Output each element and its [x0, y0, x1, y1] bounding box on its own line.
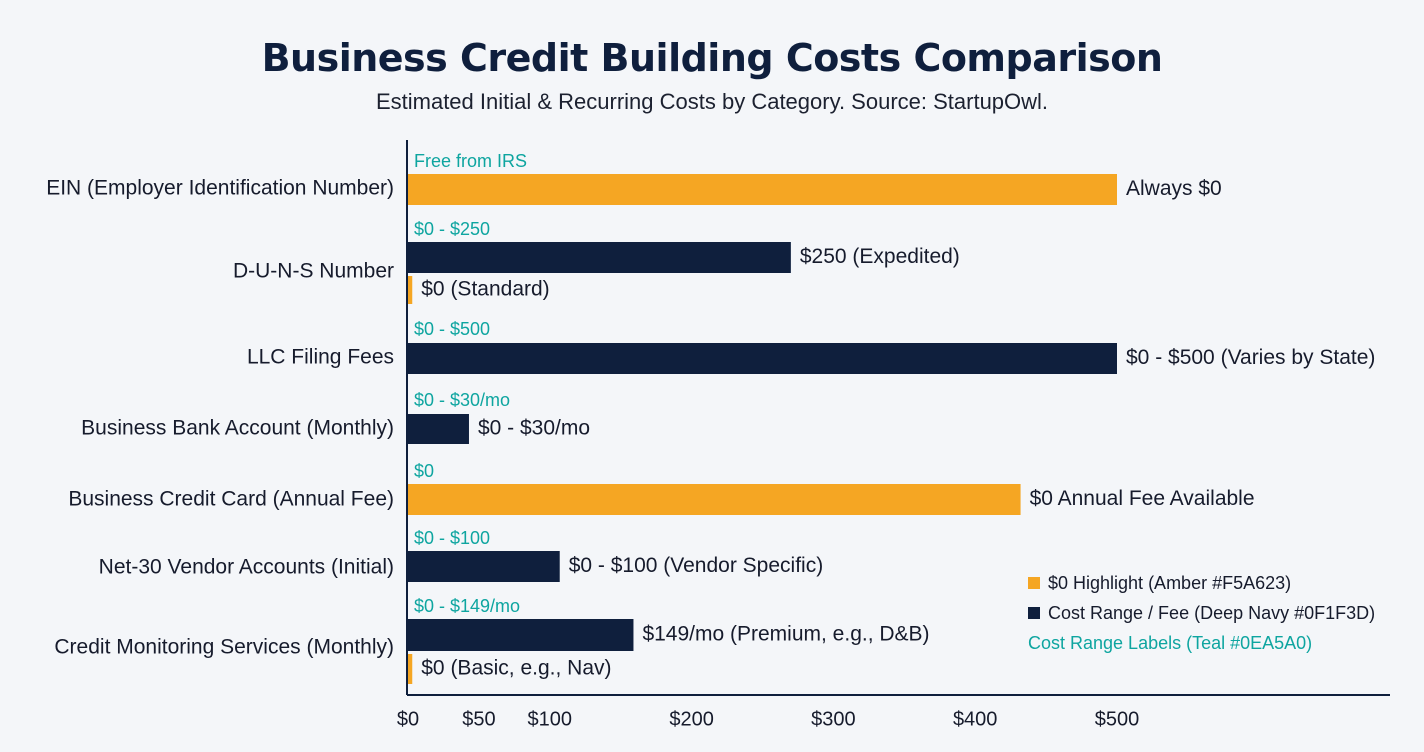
- legend-swatch: [1028, 607, 1040, 619]
- legend-label: Cost Range / Fee (Deep Navy #0F1F3D): [1048, 602, 1376, 623]
- x-tick-label: $50: [462, 708, 495, 730]
- category-label: EIN (Employer Identification Number): [46, 177, 394, 200]
- category-label: Business Bank Account (Monthly): [81, 417, 394, 440]
- range-label: Free from IRS: [414, 151, 527, 171]
- category-label: Credit Monitoring Services (Monthly): [54, 636, 394, 659]
- legend-swatch: [1028, 577, 1040, 589]
- bar: [408, 414, 469, 444]
- bar: [408, 174, 1117, 205]
- x-tick-label: $100: [528, 708, 573, 730]
- bar-value-label: $149/mo (Premium, e.g., D&B): [642, 623, 929, 646]
- bar-value-label: $0 (Standard): [421, 278, 549, 301]
- bar: [408, 343, 1117, 374]
- chart-legend: $0 Highlight (Amber #F5A623) Cost Range /…: [1028, 568, 1375, 658]
- legend-label: $0 Highlight (Amber #F5A623): [1048, 572, 1292, 593]
- x-tick-label: $200: [669, 708, 714, 730]
- legend-entry: Cost Range Labels (Teal #0EA5A0): [1028, 628, 1375, 658]
- x-tick-label: $400: [953, 708, 998, 730]
- legend-entry: $0 Highlight (Amber #F5A623): [1028, 568, 1375, 598]
- range-label: $0: [414, 461, 434, 481]
- range-label: $0 - $100: [414, 528, 490, 548]
- bar: [408, 484, 1021, 515]
- bar-value-label: $0 - $500 (Varies by State): [1126, 346, 1375, 369]
- category-label: Net-30 Vendor Accounts (Initial): [99, 556, 394, 579]
- range-label: $0 - $250: [414, 219, 490, 239]
- category-label: D-U-N-S Number: [233, 260, 394, 283]
- bar-value-label: $0 - $30/mo: [478, 417, 590, 440]
- x-tick-label: $0: [397, 708, 419, 730]
- bar: [408, 276, 413, 304]
- bar-value-label: $250 (Expedited): [800, 245, 960, 268]
- x-tick-label: $500: [1095, 708, 1140, 730]
- bar: [408, 242, 791, 273]
- legend-entry: Cost Range / Fee (Deep Navy #0F1F3D): [1028, 598, 1375, 628]
- range-label: $0 - $30/mo: [414, 390, 510, 410]
- bar-value-label: $0 (Basic, e.g., Nav): [421, 657, 611, 680]
- legend-label: Cost Range Labels (Teal #0EA5A0): [1028, 632, 1313, 653]
- chart-title: Business Credit Building Costs Compariso…: [261, 36, 1163, 80]
- category-label: LLC Filing Fees: [247, 346, 394, 369]
- bar: [408, 654, 413, 684]
- bar-value-label: Always $0: [1126, 177, 1222, 200]
- x-tick-label: $300: [811, 708, 856, 730]
- bar: [408, 619, 634, 651]
- category-label: Business Credit Card (Annual Fee): [68, 488, 394, 511]
- chart-subtitle: Estimated Initial & Recurring Costs by C…: [375, 89, 1049, 114]
- range-label: $0 - $500: [414, 319, 490, 339]
- bar-value-label: $0 Annual Fee Available: [1030, 487, 1255, 510]
- bar-value-label: $0 - $100 (Vendor Specific): [569, 554, 823, 577]
- range-label: $0 - $149/mo: [414, 596, 520, 616]
- bar: [408, 551, 560, 582]
